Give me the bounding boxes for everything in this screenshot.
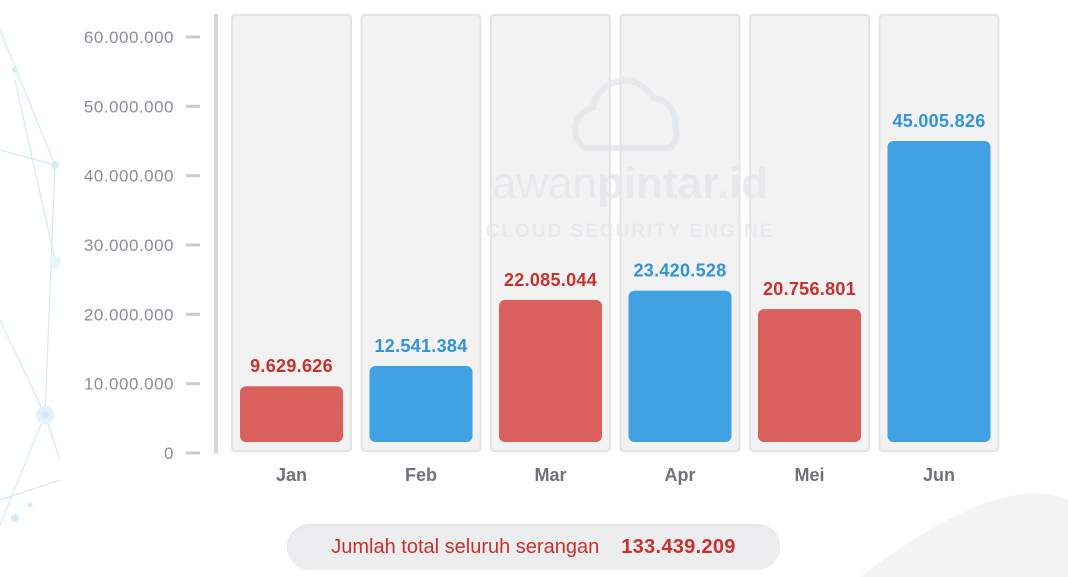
bar-apr: [628, 290, 732, 442]
category-label-mar: Mar: [534, 465, 566, 485]
bar-jun: [887, 140, 991, 443]
bar-slot: [233, 16, 350, 450]
total-attacks-summary: Jumlah total seluruh serangan 133.439.20…: [287, 524, 780, 570]
value-label-jun: 45.005.826: [892, 111, 985, 131]
watermark: awanpintar.id CLOUD SECURITY ENGINE: [486, 77, 775, 242]
category-label-feb: Feb: [405, 465, 437, 485]
y-tick-label: 50.000.000: [84, 97, 174, 116]
cloud-icon: [572, 77, 680, 151]
value-label-feb: 12.541.384: [374, 336, 467, 356]
bars: [240, 140, 991, 443]
value-label-mei: 20.756.801: [763, 279, 856, 299]
category-label-jan: Jan: [276, 465, 307, 485]
bar-feb: [369, 366, 473, 442]
category-label-apr: Apr: [665, 465, 696, 485]
category-label-mei: Mei: [794, 465, 824, 485]
y-tick-label: 30.000.000: [84, 236, 174, 255]
watermark-tagline: CLOUD SECURITY ENGINE: [486, 221, 775, 242]
value-label-apr: 23.420.528: [633, 261, 726, 281]
y-axis-ticks: 0 10.000.000 20.000.000 30.000.000 40.000.00…: [84, 28, 200, 463]
value-labels: 9.629.626 12.541.384 22.085.044 23.420.528 2…: [250, 111, 985, 376]
total-attacks-label: Jumlah total seluruh serangan: [331, 535, 600, 558]
y-tick-label: 0: [164, 444, 174, 463]
bar-mei: [758, 309, 861, 442]
bar-slot: [362, 16, 480, 450]
bar-jan: [240, 386, 343, 442]
total-attacks-value: 133.439.209: [621, 535, 736, 558]
y-tick-label: 10.000.000: [84, 375, 174, 394]
value-label-jan: 9.629.626: [250, 356, 333, 376]
background-globe: [860, 493, 1068, 577]
watermark-brand: awanpintar.id: [492, 159, 768, 208]
value-label-mar: 22.085.044: [504, 270, 597, 290]
bar-mar: [499, 299, 602, 442]
y-tick-label: 20.000.000: [84, 305, 174, 324]
category-label-jun: Jun: [923, 465, 955, 485]
y-tick-label: 40.000.000: [84, 167, 174, 186]
y-tick-label: 60.000.000: [84, 28, 174, 47]
category-labels: Jan Feb Mar Apr Mei Jun: [276, 465, 955, 485]
